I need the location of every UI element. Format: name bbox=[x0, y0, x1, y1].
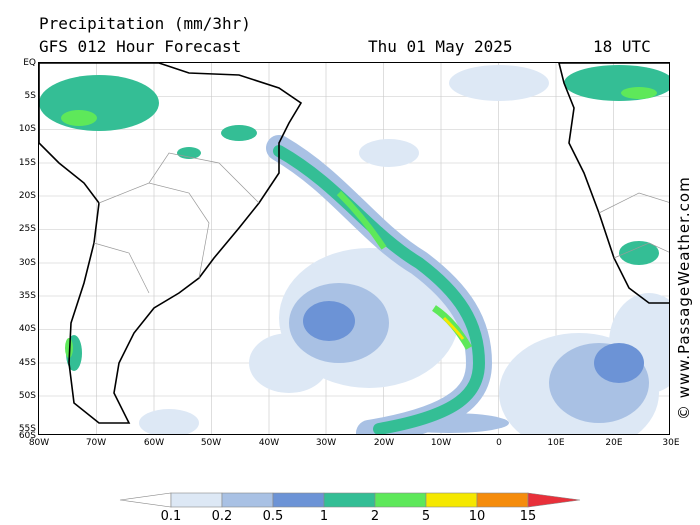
legend-swatch bbox=[323, 492, 376, 508]
lat-label: 40S bbox=[18, 324, 36, 334]
precip-1mm bbox=[303, 301, 644, 383]
front-peak bbox=[442, 316, 465, 340]
forecast-time: 18 UTC bbox=[593, 37, 651, 56]
legend-label: 0.5 bbox=[262, 509, 284, 524]
forecast-date: Thu 01 May 2025 bbox=[368, 37, 513, 56]
lat-label: 35S bbox=[18, 291, 36, 301]
front-core-south bbox=[431, 305, 473, 350]
lat-label: 60S bbox=[18, 431, 36, 441]
legend-label: 15 bbox=[519, 509, 537, 524]
lon-label: 10W bbox=[430, 438, 452, 448]
lon-label: 30W bbox=[315, 438, 337, 448]
legend-label: 5 bbox=[421, 509, 431, 524]
legend-swatch bbox=[425, 492, 478, 508]
legend-label: 1 bbox=[319, 509, 329, 524]
legend-swatch bbox=[476, 492, 529, 508]
precipitation-map bbox=[38, 62, 670, 435]
legend-swatch bbox=[119, 492, 172, 508]
model-label: GFS 012 Hour Forecast bbox=[39, 37, 242, 56]
country-borders bbox=[93, 152, 669, 294]
lat-label: 30S bbox=[18, 258, 36, 268]
map-canvas bbox=[39, 63, 669, 434]
legend-label: 0.1 bbox=[160, 509, 182, 524]
precip-tropical-core bbox=[61, 87, 657, 358]
lon-label: 30E bbox=[662, 438, 680, 448]
lat-label: 20S bbox=[18, 191, 36, 201]
lon-label: 20E bbox=[605, 438, 623, 448]
legend-swatch bbox=[272, 492, 325, 508]
precip-legend-bar bbox=[119, 492, 581, 508]
lon-label: 20W bbox=[373, 438, 395, 448]
legend-swatch bbox=[221, 492, 274, 508]
lat-label: 50S bbox=[18, 391, 36, 401]
lon-label: 0 bbox=[496, 438, 502, 448]
legend-label: 2 bbox=[370, 509, 380, 524]
lon-label: 80W bbox=[28, 438, 50, 448]
lon-label: 60W bbox=[143, 438, 165, 448]
lon-label: 70W bbox=[85, 438, 107, 448]
legend-swatch bbox=[527, 492, 581, 508]
lon-label: 40W bbox=[258, 438, 280, 448]
lat-label: 45S bbox=[18, 358, 36, 368]
copyright-text: © www.PassageWeather.com bbox=[675, 176, 693, 420]
front-core-north bbox=[336, 190, 387, 250]
lat-label: 5S bbox=[24, 91, 36, 101]
legend-swatch bbox=[170, 492, 223, 508]
lat-label: 25S bbox=[18, 224, 36, 234]
lat-label: 55S bbox=[18, 424, 36, 434]
lat-label: 10S bbox=[18, 124, 36, 134]
africa-coast bbox=[558, 63, 669, 304]
legend-label: 10 bbox=[468, 509, 486, 524]
legend-label: 0.2 bbox=[211, 509, 233, 524]
map-title: Precipitation (mm/3hr) bbox=[39, 14, 251, 33]
lat-label: 15S bbox=[18, 158, 36, 168]
lon-label: 10E bbox=[547, 438, 565, 448]
legend-swatch bbox=[374, 492, 427, 508]
lon-label: 50W bbox=[200, 438, 222, 448]
lat-label: EQ bbox=[23, 58, 36, 68]
